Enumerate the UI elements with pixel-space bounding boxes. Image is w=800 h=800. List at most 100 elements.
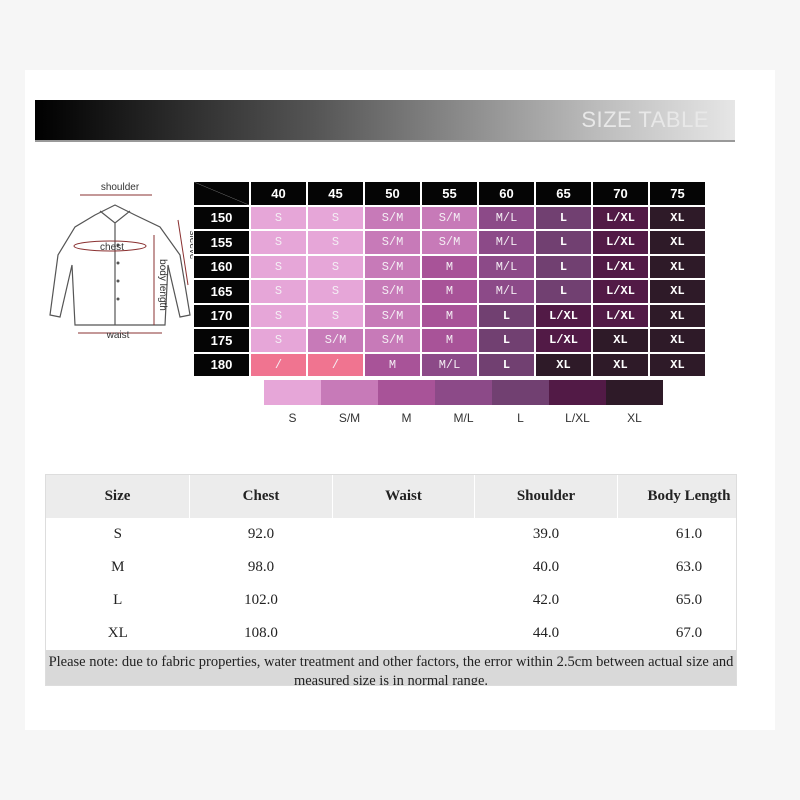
header-row: Size Chest Waist Shoulder Body Length — [46, 475, 736, 518]
size-cell: L/XL — [535, 303, 592, 328]
column-header: Body Length — [617, 475, 736, 518]
weight-header: 55 — [421, 181, 478, 206]
size-cell: S — [250, 230, 307, 255]
column-header: Waist — [332, 475, 475, 518]
table: Size Chest Waist Shoulder Body Length S 92.0 39… — [46, 475, 736, 650]
size-sheet: SIZE TABLE shoulder chest sleeve body le… — [25, 70, 775, 730]
legend-label: S — [288, 411, 297, 425]
size-cell: XL — [649, 254, 706, 279]
size-cell: L/XL — [535, 328, 592, 353]
banner: SIZE TABLE — [35, 100, 735, 142]
size-cell: L/XL — [592, 230, 649, 255]
legend-label: L — [517, 411, 524, 425]
table-cell: 67.0 — [675, 625, 703, 641]
size-cell: XL — [649, 328, 706, 353]
height-header: 175 — [193, 328, 250, 353]
height-header: 150 — [193, 205, 250, 230]
legend-swatch — [606, 380, 663, 405]
size-cell: M/L — [478, 205, 535, 230]
size-cell: L/XL — [592, 303, 649, 328]
size-cell: S/M — [364, 328, 421, 353]
height-header: 170 — [193, 303, 250, 328]
weight-header: 50 — [364, 181, 421, 206]
weight-header: 40 — [250, 181, 307, 206]
size-cell: L — [535, 205, 592, 230]
height-header: 155 — [193, 230, 250, 255]
banner-title: SIZE TABLE — [581, 107, 709, 132]
table-cell: 44.0 — [532, 625, 560, 641]
note: Please note: due to fabric properties, w… — [46, 650, 736, 685]
size-cell: L — [478, 303, 535, 328]
size-cell: XL — [649, 279, 706, 304]
table-cell: 39.0 — [532, 526, 560, 542]
column-header: Size — [46, 475, 190, 518]
size-cell: S/M — [364, 254, 421, 279]
size-cell: M — [421, 328, 478, 353]
table-cell: 42.0 — [532, 592, 560, 608]
size-cell: XL — [649, 230, 706, 255]
legend-swatch — [435, 380, 492, 405]
weight-header: 65 — [535, 181, 592, 206]
legend-label: L/XL — [565, 411, 590, 425]
legend-label: XL — [627, 411, 642, 425]
diagram-label: chest — [100, 242, 124, 253]
size-cell: XL — [649, 352, 706, 377]
table-cell: 108.0 — [244, 625, 278, 641]
diagram-label: body length — [157, 259, 168, 311]
size-cell: L/XL — [592, 205, 649, 230]
size-cell: M/L — [478, 230, 535, 255]
column-header: Shoulder — [474, 475, 618, 518]
column-header: Chest — [189, 475, 333, 518]
table-cell — [333, 617, 475, 650]
size-cell: S/M — [364, 230, 421, 255]
legend-swatch — [321, 380, 378, 405]
measurement-table: Size Chest Waist Shoulder Body Length S 92.0 39… — [45, 474, 737, 686]
table-cell: 102.0 — [244, 592, 278, 608]
shirt-diagram: shoulder chest sleeve body length waist — [49, 182, 198, 341]
size-cell: S/M — [364, 303, 421, 328]
table-row: M 98.0 40.0 63.0 — [46, 551, 736, 584]
height-header: 180 — [193, 352, 250, 377]
table-cell — [333, 584, 475, 617]
size-cell: L — [535, 230, 592, 255]
size-cell: S — [307, 279, 364, 304]
table-cell: L — [113, 592, 123, 608]
legend-label: S/M — [338, 411, 361, 425]
table-cell: 65.0 — [675, 592, 703, 608]
size-cell: S/M — [421, 230, 478, 255]
size-cell: S — [307, 254, 364, 279]
legend-label: M/L — [453, 411, 474, 425]
size-cell: / — [307, 352, 364, 377]
size-cell: L — [478, 352, 535, 377]
height-header: 165 — [193, 279, 250, 304]
table-cell: 98.0 — [247, 559, 275, 575]
size-cell: L — [535, 254, 592, 279]
size-cell: S/M — [364, 279, 421, 304]
size-cell: S — [250, 279, 307, 304]
size-cell: M — [421, 254, 478, 279]
size-cell: XL — [535, 352, 592, 377]
table-cell: S — [113, 526, 122, 542]
size-cell: S — [307, 230, 364, 255]
size-cell: M/L — [478, 279, 535, 304]
table-row: XL 108.0 44.0 67.0 — [46, 617, 736, 650]
table-cell — [333, 551, 475, 584]
size-cell: S — [307, 303, 364, 328]
size-cell: M/L — [421, 352, 478, 377]
size-cell: S — [250, 303, 307, 328]
size-cell: L/XL — [592, 254, 649, 279]
size-cell: M/L — [478, 254, 535, 279]
weight-header: 70 — [592, 181, 649, 206]
weight-header: 45 — [307, 181, 364, 206]
size-cell: XL — [592, 328, 649, 353]
size-cell: L/XL — [592, 279, 649, 304]
table-cell: M — [111, 559, 125, 575]
table-cell: 61.0 — [675, 526, 703, 542]
table-cell: XL — [107, 625, 128, 641]
size-cell: S — [307, 205, 364, 230]
table-row: S 92.0 39.0 61.0 — [46, 518, 736, 551]
size-cell: M — [421, 279, 478, 304]
size-cell: L — [535, 279, 592, 304]
legend-swatch — [492, 380, 549, 405]
